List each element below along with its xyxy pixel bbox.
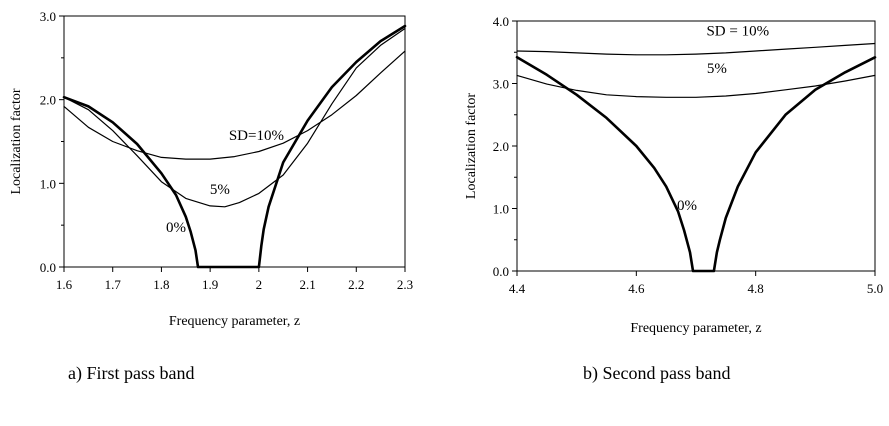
y-tick-label: 3.0 xyxy=(493,77,509,92)
plot-frame xyxy=(516,20,876,272)
series-line-5pct xyxy=(63,27,406,208)
y-tick-label: 0.0 xyxy=(493,264,509,279)
y-tick-label: 2.0 xyxy=(493,139,509,154)
series-line-10pct xyxy=(516,42,876,56)
series-annotation: 0% xyxy=(166,220,186,236)
y-tick-label: 3.0 xyxy=(40,9,56,24)
y-tick-label: 1.0 xyxy=(493,202,509,217)
y-axis-label: Localization factor xyxy=(9,88,24,194)
x-axis-label: Frequency parameter, z xyxy=(630,321,761,336)
series-line-5pct xyxy=(516,74,876,98)
series-annotation: 0% xyxy=(677,198,697,214)
y-tick-label: 2.0 xyxy=(40,93,56,108)
y-tick-label: 1.0 xyxy=(40,176,56,191)
x-tick-label: 2 xyxy=(256,277,263,292)
figure-caption: a) First pass band xyxy=(68,363,194,384)
figure-caption: b) Second pass band xyxy=(583,363,730,384)
x-axis-label: Frequency parameter, z xyxy=(169,314,300,329)
x-tick-label: 4.4 xyxy=(509,281,526,296)
x-tick-label: 2.2 xyxy=(348,277,364,292)
series-annotation: 5% xyxy=(210,182,230,198)
y-axis-label: Localization factor xyxy=(464,93,479,199)
x-tick-label: 1.9 xyxy=(202,277,218,292)
y-tick-label: 0.0 xyxy=(40,260,56,275)
series-line-10pct xyxy=(63,50,406,160)
series-line-0pct xyxy=(62,24,407,269)
x-tick-label: 1.8 xyxy=(153,277,169,292)
x-tick-label: 1.7 xyxy=(105,277,122,292)
x-tick-label: 1.6 xyxy=(56,277,73,292)
chart-second-pass-band: 0.0 1.0 2.0 3.0 4.0 4.4 4.6 4.8 5.0 SD = 10% 5% 0% L… xyxy=(464,14,883,384)
series-annotation: SD=10% xyxy=(229,128,284,144)
x-tick-label: 4.6 xyxy=(628,281,645,296)
y-tick-label: 4.0 xyxy=(493,14,509,29)
series-annotation: SD = 10% xyxy=(706,23,769,39)
x-tick-label: 2.1 xyxy=(299,277,315,292)
series-line-0pct xyxy=(515,56,877,273)
x-tick-label: 4.8 xyxy=(748,281,764,296)
x-tick-label: 2.3 xyxy=(397,277,413,292)
x-tick-label: 5.0 xyxy=(867,281,883,296)
series-annotation: 5% xyxy=(707,61,727,77)
chart-first-pass-band: 0.0 1.0 2.0 3.0 1.6 1.7 1.8 1.9 2 2.1 2.2 2.3 SD=10%… xyxy=(9,9,413,384)
